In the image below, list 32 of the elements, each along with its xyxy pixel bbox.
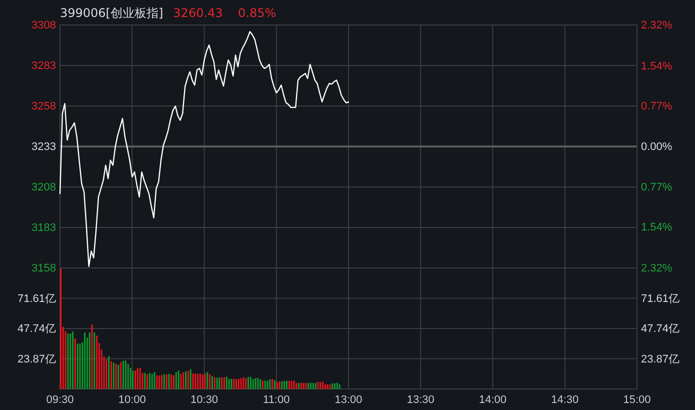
y-tick-label: 3233	[32, 141, 56, 154]
y2-tick-label: 0.77%	[641, 181, 672, 194]
y-tick-label: 3183	[32, 222, 56, 234]
x-tick-label: 11:00	[263, 394, 290, 406]
chart-subtitle: 3260.43 0.85%	[173, 6, 276, 20]
x-tick-label: 10:30	[190, 394, 218, 406]
x-tick-label: 15:00	[623, 394, 651, 406]
chart-title: 399006[创业板指]	[60, 6, 164, 20]
x-tick-label: 14:30	[551, 394, 579, 406]
y2-tick-label: 71.61亿	[641, 292, 680, 305]
y2-tick-label: 47.74亿	[641, 323, 680, 336]
x-tick-label: 10:00	[118, 394, 146, 406]
y-tick-label: 3308	[32, 20, 56, 32]
y-tick-label: 3208	[32, 182, 56, 194]
x-tick-label: 13:00	[334, 394, 362, 406]
y-tick-label: 23.87亿	[17, 353, 56, 366]
y-tick-label: 71.61亿	[17, 292, 56, 305]
y2-tick-label: 23.87亿	[641, 353, 680, 366]
y2-tick-label: 1.54%	[641, 222, 672, 234]
y-tick-label: 3283	[32, 60, 56, 72]
y2-tick-label: 0.77%	[641, 100, 672, 113]
x-tick-label: 13:30	[406, 394, 434, 406]
x-tick-label: 09:30	[46, 394, 74, 406]
y2-tick-label: 2.32%	[641, 20, 672, 32]
y2-tick-label: 1.54%	[641, 60, 672, 72]
y2-tick-label: 2.32%	[641, 262, 672, 275]
x-tick-label: 14:00	[478, 394, 507, 406]
y-tick-label: 47.74亿	[17, 323, 56, 336]
y-tick-label: 3158	[32, 262, 56, 275]
y2-tick-label: 0.00%	[641, 141, 672, 154]
y-tick-label: 3258	[32, 100, 56, 113]
line-series	[59, 31, 350, 267]
